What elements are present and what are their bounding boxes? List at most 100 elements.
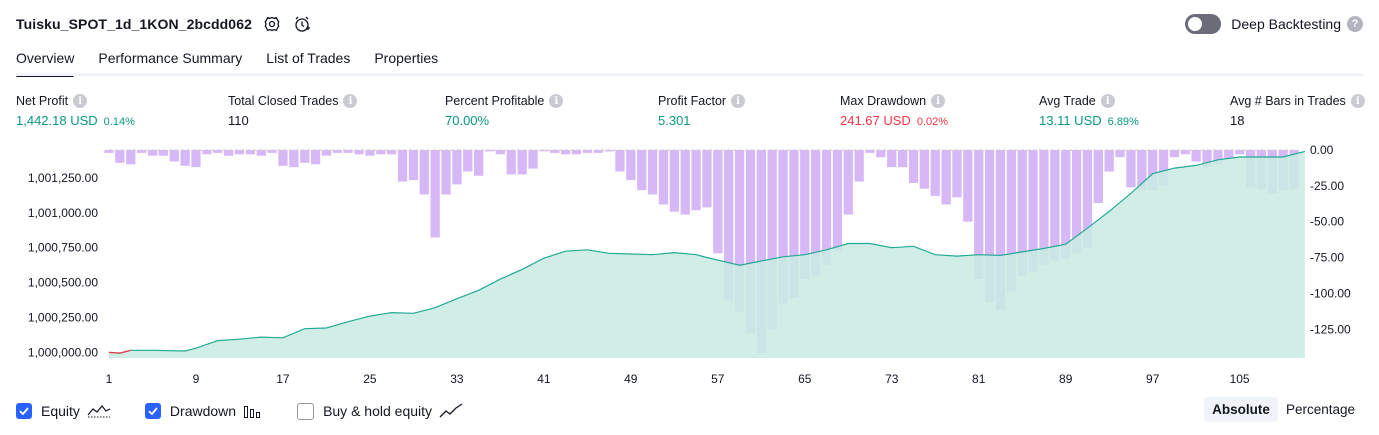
stat-percent-profitable: Percent Profitable i 70.00% [445,93,564,129]
help-icon[interactable]: ? [1347,16,1363,32]
deep-backtesting: Deep Backtesting ? [1185,12,1363,36]
drawdown-bar [1050,150,1060,261]
left-tick-label: 1,000,250.00 [28,311,98,325]
drawdown-bar [213,150,223,153]
left-axis: 1,001,250.00 1,001,000.00 1,000,750.00 1,00… [28,171,98,360]
legend-label: Drawdown [169,403,237,419]
legend-buy-hold[interactable]: Buy & hold equity [297,402,463,420]
right-tick-label: -75.00 [1310,251,1344,265]
info-icon[interactable]: i [73,94,88,108]
drawdown-bar [702,150,712,208]
drawdown-bar [1017,150,1027,277]
stat-value: 110 [228,113,249,128]
drawdown-bar [615,150,625,172]
drawdown-bar [995,150,1006,311]
info-icon[interactable]: i [1350,94,1365,108]
drawdown-bar [1028,150,1038,272]
drawdown-bar [908,150,919,183]
drawdown-bar [876,150,886,158]
drawdown-bar [713,150,723,254]
drawdown-bar [669,150,679,212]
x-tick-label: 81 [972,372,986,386]
drawdown-bar [745,150,756,334]
drawdown-bar [756,150,766,354]
drawdown-bar [691,150,701,211]
drawdown-bar [1061,150,1071,259]
legend-equity[interactable]: Equity [16,403,111,419]
drawdown-bar [647,150,658,195]
drawdown-bar [517,150,527,175]
drawdown-bar [1202,150,1212,168]
stat-label: Avg # Bars in Trades [1230,94,1346,108]
drawdown-bar [811,150,821,277]
right-axis: 0.00 -25.00 -50.00 -75.00 -100.00 -125.00 [1310,143,1351,336]
drawdown-bar [528,150,538,169]
tab-overview[interactable]: Overview [16,46,75,77]
drawdown-bar [1104,150,1114,172]
drawdown-bar [637,150,647,191]
x-tick-label: 57 [711,372,725,386]
drawdown-bar [365,150,375,156]
equity-area-icon [87,403,111,419]
settings-icon[interactable] [262,14,282,34]
drawdown-bar [245,150,255,155]
drawdown-bar [115,150,125,163]
equity-loss-segment [108,349,131,354]
bar-chart-icon [243,403,263,419]
drawdown-bar [321,150,332,156]
left-tick-label: 1,000,000.00 [28,345,98,359]
x-tick-label: 97 [1146,372,1160,386]
deep-backtesting-label: Deep Backtesting [1231,16,1341,32]
stat-label: Net Profit [16,94,69,108]
equity-checkbox[interactable] [16,403,32,419]
drawdown-bar [1224,150,1234,159]
legend-drawdown[interactable]: Drawdown [144,403,263,419]
drawdown-bar [1235,150,1245,155]
percentage-button[interactable]: Percentage [1285,402,1355,417]
drawdown-bar [778,150,788,304]
stat-avg-bars: Avg # Bars in Trades i 18 [1230,93,1365,129]
x-tick-label: 17 [276,372,290,386]
drawdown-bar [387,150,397,155]
drawdown-bar [1039,150,1049,265]
stat-max-drawdown: Max Drawdown i 241.67 USD 0.02% [840,93,948,129]
absolute-button[interactable]: Absolute [1204,397,1278,422]
info-icon[interactable]: i [731,94,746,108]
equity-drawdown-chart[interactable]: 1,001,250.00 1,001,000.00 1,000,750.00 1,00… [0,140,1379,390]
drawdown-bar [821,150,832,265]
drawdown-bar [300,150,310,163]
deep-backtesting-toggle[interactable] [1185,14,1222,34]
drawdown-bar [452,150,462,185]
info-icon[interactable]: i [1100,94,1115,108]
drawdown-bar [963,150,973,222]
info-icon[interactable]: i [549,94,564,108]
drawdown-bar [550,150,560,153]
drawdown-bar [289,150,299,168]
drawdown-bar [147,150,158,156]
drawdown-bar [1180,150,1190,155]
stat-label: Max Drawdown [840,94,927,108]
drawdown-bar [310,150,321,165]
drawdown-bar [865,150,875,153]
drawdown-bar [724,150,734,301]
legend-label: Equity [41,403,80,419]
scale-toggle: Absolute Percentage [1204,397,1363,422]
tab-list-of-trades[interactable]: List of Trades [266,50,351,66]
tab-properties[interactable]: Properties [374,50,439,66]
buy-hold-checkbox[interactable] [297,402,315,420]
drawdown-bar [1126,150,1136,188]
tab-divider [16,73,1363,76]
drawdown-bar [1082,150,1093,248]
tab-performance-summary[interactable]: Performance Summary [98,50,243,66]
drawdown-checkbox[interactable] [144,403,161,419]
drawdown-bar [343,150,353,153]
equity-line [108,150,1306,354]
x-tick-label: 41 [537,372,551,386]
drawdown-bar [734,150,745,313]
stat-label: Avg Trade [1039,94,1096,108]
alert-clock-icon[interactable] [292,14,312,34]
info-icon[interactable]: i [343,94,358,108]
drawdown-bar [800,150,810,280]
right-tick-label: -100.00 [1310,286,1351,300]
info-icon[interactable]: i [931,94,946,108]
